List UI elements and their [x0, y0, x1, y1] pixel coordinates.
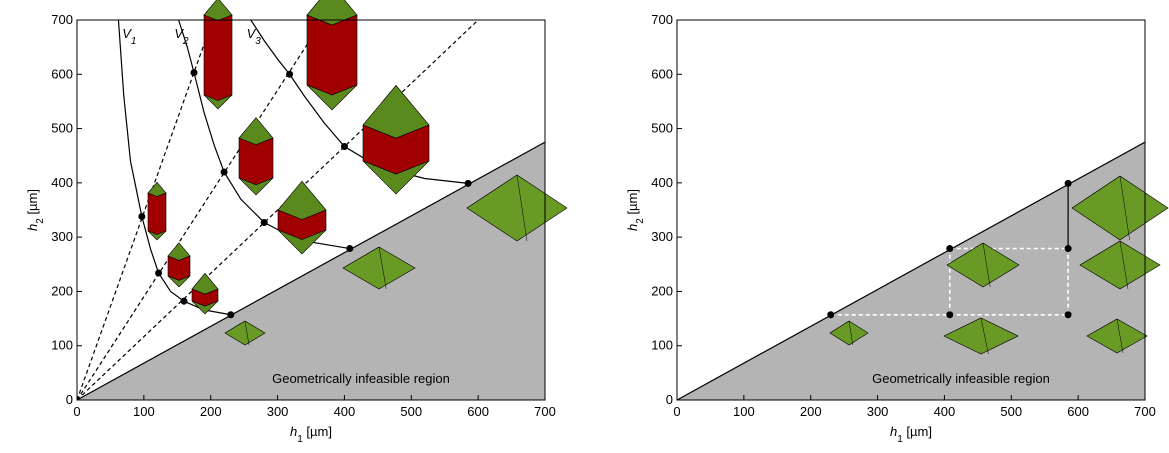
x-tick-label: 100 — [733, 404, 755, 419]
x-tick-label: 300 — [867, 404, 889, 419]
x-tick-label: 700 — [534, 404, 556, 419]
y-tick-label: 0 — [66, 392, 73, 407]
x-tick-label: 400 — [334, 404, 356, 419]
x-axis-label-part: [µm] — [903, 424, 932, 439]
page: Geometrically infeasible region010020030… — [0, 0, 1169, 453]
point — [465, 180, 472, 187]
point — [1065, 311, 1072, 318]
y-tick-label: 200 — [51, 283, 73, 298]
y-tick-label: 500 — [651, 121, 673, 136]
x-axis-label: h1 [µm] — [890, 424, 932, 445]
y-tick-label: 200 — [651, 283, 673, 298]
x-tick-label: 0 — [673, 404, 680, 419]
annotation: Geometrically infeasible region — [872, 371, 1050, 386]
y-tick-label: 300 — [651, 229, 673, 244]
y-tick-label: 600 — [51, 66, 73, 81]
y-axis-label-part: h — [25, 224, 40, 231]
crystal-body — [239, 138, 273, 185]
point — [346, 245, 353, 252]
x-tick-label: 400 — [934, 404, 956, 419]
y-axis-label: h2 [µm] — [625, 189, 646, 231]
point — [261, 219, 268, 226]
point — [138, 213, 145, 220]
curve-label-part: 3 — [255, 36, 261, 47]
x-tick-label: 100 — [133, 404, 155, 419]
point — [1065, 245, 1072, 252]
y-tick-label: 400 — [51, 175, 73, 190]
curve-label-part: 2 — [182, 36, 189, 47]
x-tick-label: 600 — [1067, 404, 1089, 419]
y-tick-label: 300 — [51, 229, 73, 244]
y-axis-label-part: [µm] — [25, 189, 40, 218]
x-tick-label: 200 — [800, 404, 822, 419]
point — [1065, 180, 1072, 187]
annotation: Geometrically infeasible region — [272, 371, 450, 386]
x-tick-label: 600 — [467, 404, 489, 419]
y-tick-label: 400 — [651, 175, 673, 190]
crystal-body — [204, 15, 232, 101]
crystal-body — [148, 193, 166, 235]
point — [180, 298, 187, 305]
figure: Geometrically infeasible region010020030… — [0, 0, 1169, 448]
y-tick-label: 700 — [51, 12, 73, 27]
x-axis-label: h1 [µm] — [290, 424, 332, 445]
point — [155, 269, 162, 276]
plot: Geometrically infeasible region 0 100 200 30… — [651, 12, 1168, 419]
point — [341, 143, 348, 150]
curve-label-part: 1 — [131, 36, 137, 47]
x-tick-label: 500 — [400, 404, 422, 419]
x-tick-label: 200 — [200, 404, 222, 419]
y-tick-label: 100 — [651, 338, 673, 353]
x-axis-label-part: h — [890, 424, 897, 439]
y-tick-label: 500 — [51, 121, 73, 136]
point — [191, 69, 198, 76]
point — [946, 311, 953, 318]
x-tick-label: 300 — [267, 404, 289, 419]
x-tick-label: 700 — [1134, 404, 1156, 419]
y-axis-label-part: [µm] — [625, 189, 640, 218]
y-tick-label: 700 — [651, 12, 673, 27]
y-axis-label-part: h — [625, 224, 640, 231]
crystal-body — [307, 15, 357, 95]
point — [827, 311, 834, 318]
y-axis-label: h2 [µm] — [25, 189, 46, 231]
x-tick-label: 0 — [73, 404, 80, 419]
y-tick-label: 600 — [651, 66, 673, 81]
y-tick-label: 100 — [51, 338, 73, 353]
y-tick-label: 0 — [666, 392, 673, 407]
point — [946, 245, 953, 252]
point — [221, 169, 228, 176]
x-tick-label: 500 — [1000, 404, 1022, 419]
point — [227, 311, 234, 318]
x-axis-label-part: [µm] — [303, 424, 332, 439]
point — [286, 71, 293, 78]
x-axis-label-part: h — [290, 424, 297, 439]
